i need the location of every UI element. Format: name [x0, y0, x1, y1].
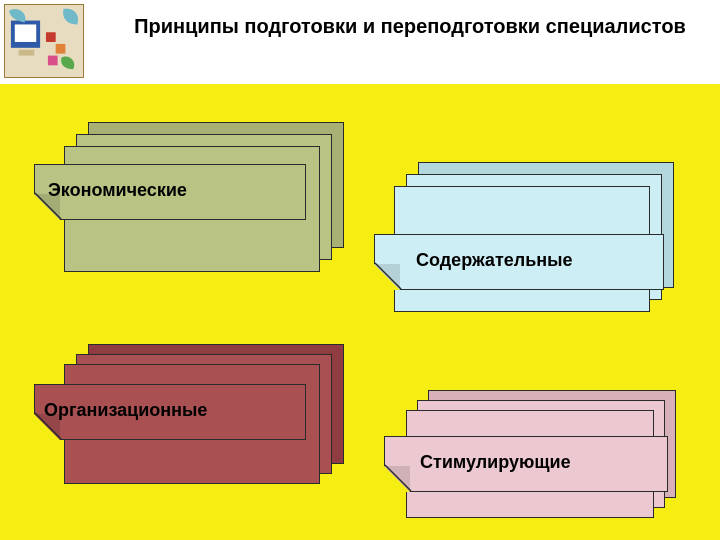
- page-title: Принципы подготовки и переподготовки спе…: [120, 14, 700, 40]
- label-economic: Экономические: [48, 180, 187, 201]
- fold-flap: [374, 264, 400, 290]
- fold-flap: [384, 466, 410, 492]
- logo-icon: [5, 5, 83, 77]
- label-substantive: Содержательные: [416, 250, 573, 271]
- logo: [4, 4, 84, 78]
- label-organizational: Организационные: [44, 400, 207, 421]
- main-area: Экономические Содержательные Организацио…: [0, 84, 720, 540]
- header-area: Принципы подготовки и переподготовки спе…: [0, 0, 720, 84]
- label-stimulating: Стимулирующие: [420, 452, 571, 473]
